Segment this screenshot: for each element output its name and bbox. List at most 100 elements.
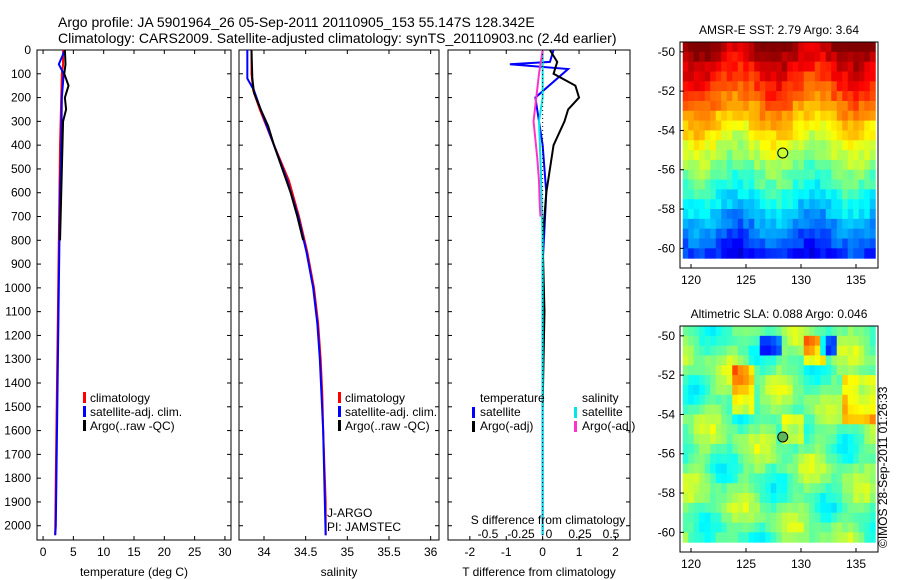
- salinity-diff-tick-label: -0.5: [478, 527, 499, 541]
- sla-map-cell: [699, 394, 706, 406]
- sst-map-cell: [825, 218, 832, 230]
- sla-map-cell: [748, 414, 755, 425]
- sst-map-cell: [858, 189, 865, 200]
- sst-map-cell: [820, 140, 827, 151]
- sla-map-cell: [776, 365, 783, 376]
- sla-map-cell: [693, 326, 700, 337]
- sst-map-cell: [798, 159, 805, 171]
- sla-map-cell: [853, 424, 860, 435]
- sst-map-cell: [721, 228, 728, 240]
- sla-map-cell: [704, 394, 711, 406]
- sst-map-cell: [682, 199, 689, 210]
- sla-map-cell: [776, 414, 783, 425]
- sst-map-cell: [765, 51, 772, 63]
- sst-map-cell: [737, 51, 744, 63]
- sla-map-cell: [776, 483, 783, 494]
- sla-map-cell: [842, 424, 849, 435]
- sst-map-cell: [798, 150, 805, 161]
- sst-map-cell: [765, 179, 772, 190]
- sla-map-cell: [809, 453, 816, 465]
- sla-map-cell: [737, 424, 744, 435]
- sla-map-cell: [710, 502, 717, 514]
- sla-map-cell: [809, 463, 816, 474]
- sla-map-cell: [743, 532, 750, 543]
- sst-map-cell: [770, 248, 777, 259]
- sst-map-cell: [776, 209, 783, 220]
- sla-map-cell: [814, 532, 821, 543]
- sla-map-cell: [869, 424, 876, 435]
- sla-map-cell: [721, 345, 728, 356]
- sst-map-cell: [781, 81, 788, 92]
- sla-map-cell: [825, 326, 832, 337]
- sla-map-cell: [853, 404, 860, 415]
- sla-map-cell: [688, 375, 695, 386]
- sla-map-cell: [814, 512, 821, 524]
- difference-legend-swatch: [472, 407, 475, 418]
- sst-map-cell: [798, 61, 805, 72]
- sla-map-cell: [836, 512, 843, 524]
- sla-map-cell: [831, 365, 838, 376]
- sst-map-cell: [803, 120, 810, 131]
- sla-map-cell: [831, 414, 838, 425]
- sst-map-cell: [820, 91, 827, 102]
- sst-map-cell: [869, 130, 876, 141]
- sla-map-cell: [748, 443, 755, 455]
- sst-map-cell: [847, 209, 854, 220]
- sst-map-cell: [754, 169, 761, 181]
- sla-map-cell: [699, 375, 706, 386]
- sst-map-cell: [726, 51, 733, 63]
- sst-map-cell: [787, 189, 794, 200]
- sla-map-cell: [825, 384, 832, 396]
- sst-map-cell: [831, 179, 838, 190]
- sla-map-cell: [693, 375, 700, 386]
- sla-map-cell: [847, 502, 854, 514]
- sla-map-cell: [814, 345, 821, 356]
- sst-map-cell: [737, 169, 744, 181]
- salinity-legend-swatch: [338, 406, 341, 417]
- sst-map-cell: [842, 61, 849, 72]
- sst-map-cell: [715, 228, 722, 240]
- sst-map-cell: [682, 209, 689, 220]
- sla-map-cell: [864, 345, 871, 356]
- sst-map-cell: [682, 218, 689, 230]
- sla-map-cell: [803, 424, 810, 435]
- sst-map-cell: [682, 169, 689, 181]
- sla-map-cell: [831, 453, 838, 465]
- sst-map-cell: [754, 248, 761, 259]
- sst-map-cell: [803, 130, 810, 141]
- sst-map-cell: [715, 199, 722, 210]
- sst-map-cell: [809, 110, 816, 122]
- sla-map-cell: [853, 345, 860, 356]
- sla-map-cell: [814, 453, 821, 465]
- sst-map-cell: [847, 218, 854, 230]
- sla-map-cell: [699, 463, 706, 474]
- sla-map-cell: [820, 473, 827, 484]
- sst-map-cell: [803, 61, 810, 72]
- sla-map-cell: [809, 502, 816, 514]
- sla-map-cell: [770, 414, 777, 425]
- sst-map-ytick-label: -60: [658, 241, 676, 255]
- sla-map-cell: [759, 502, 766, 514]
- sla-map-cell: [770, 404, 777, 415]
- sla-map-cell: [699, 453, 706, 465]
- sla-map-cell: [869, 483, 876, 494]
- sst-map-cell: [820, 228, 827, 240]
- sla-map-cell: [853, 375, 860, 386]
- sla-map-cell: [759, 404, 766, 415]
- sla-map-cell: [732, 365, 739, 376]
- sla-map-cell: [759, 483, 766, 494]
- sst-map-cell: [704, 179, 711, 190]
- sla-map-cell: [864, 473, 871, 484]
- sst-map-cell: [704, 159, 711, 171]
- sst-map-cell: [710, 100, 717, 112]
- sst-map-cell: [754, 199, 761, 210]
- sla-map-cell: [820, 404, 827, 415]
- depth-tick-label: 1800: [4, 471, 31, 485]
- sst-map-cell: [864, 61, 871, 72]
- sla-map-cell: [836, 355, 843, 366]
- sst-map-cell: [721, 51, 728, 63]
- sst-map-cell: [704, 91, 711, 102]
- sla-map-cell: [847, 404, 854, 415]
- temperature-legend-entry: Argo(..raw -QC): [90, 419, 175, 433]
- sla-map-cell: [704, 453, 711, 465]
